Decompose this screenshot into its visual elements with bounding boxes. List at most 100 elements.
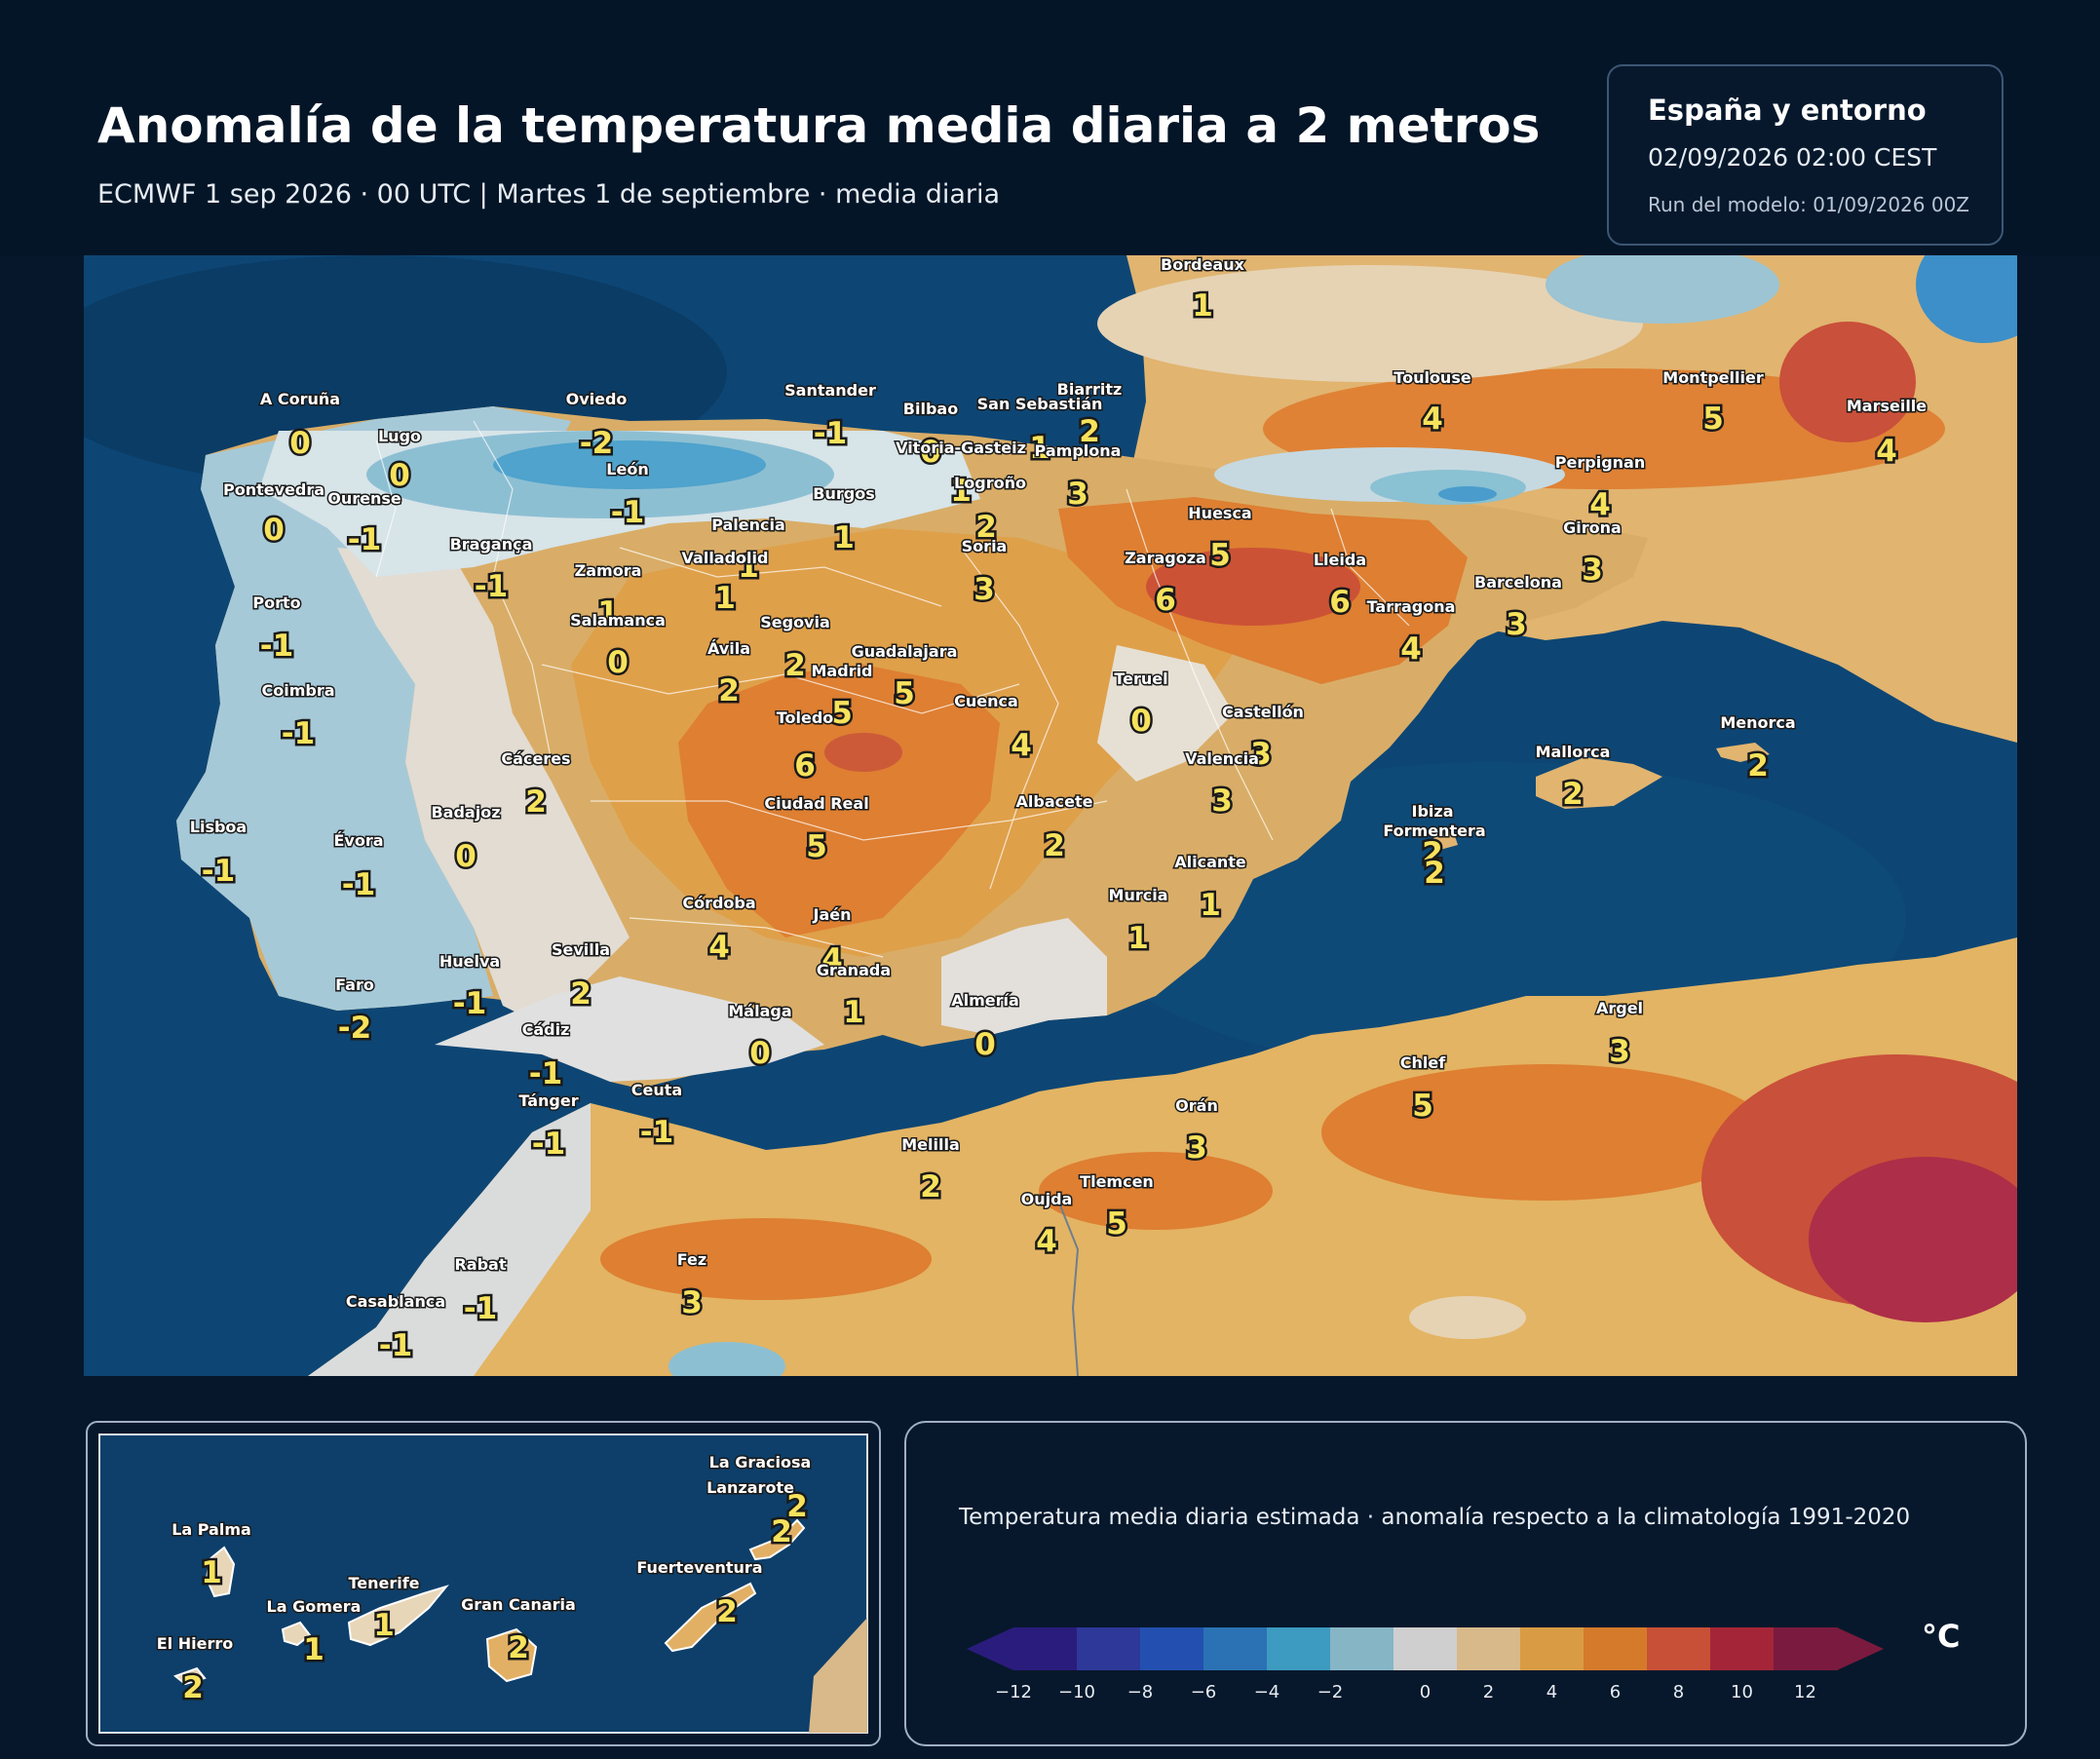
value-label-mallorca: 2 xyxy=(1562,777,1584,812)
island-value-la-palma: 1 xyxy=(201,1555,222,1590)
value-label-tanger: -1 xyxy=(532,1127,565,1162)
city-label-ceuta: Ceuta xyxy=(631,1081,682,1099)
value-label-barcelona: 3 xyxy=(1506,607,1527,642)
city-label-teruel: Teruel xyxy=(1114,669,1167,688)
city-label-porto: Porto xyxy=(252,593,300,612)
city-label-toledo: Toledo xyxy=(777,708,834,727)
value-label-girona: 3 xyxy=(1582,553,1603,588)
value-label-a-coruna: 0 xyxy=(289,426,311,461)
colorbar-tick-label: 12 xyxy=(1794,1682,1816,1702)
city-label-faro: Faro xyxy=(335,975,374,994)
value-label-montpellier: 5 xyxy=(1702,402,1724,437)
algeria-hottest xyxy=(1809,1157,2017,1322)
value-label-cuenca: 4 xyxy=(1011,728,1032,763)
value-label-salamanca: 0 xyxy=(607,645,629,680)
value-label-vitoria: 1 xyxy=(950,474,972,509)
tlemcen-warm xyxy=(1039,1152,1273,1230)
city-label-barcelona: Barcelona xyxy=(1474,573,1562,592)
value-label-leon: -1 xyxy=(611,495,644,530)
value-label-menorca: 2 xyxy=(1747,748,1769,784)
colorbar-bin xyxy=(1013,1627,1078,1670)
city-label-lisboa: Lisboa xyxy=(190,818,247,836)
menorca-land xyxy=(1716,743,1770,762)
france-hot-spot xyxy=(1779,322,1916,442)
alps-cool xyxy=(1916,255,2017,343)
colorbar-bin xyxy=(1457,1627,1521,1670)
value-label-formentera: 2 xyxy=(1424,856,1445,891)
city-label-badajoz: Badajoz xyxy=(431,803,500,822)
city-label-toulouse: Toulouse xyxy=(1394,368,1471,387)
city-label-braganca: Bragança xyxy=(450,535,533,554)
island-label-la-gomera: La Gomera xyxy=(267,1597,362,1616)
value-label-chlef: 5 xyxy=(1412,1089,1433,1124)
value-label-santander: -1 xyxy=(814,416,847,451)
city-label-bilbao: Bilbao xyxy=(903,400,958,418)
city-label-malaga: Málaga xyxy=(728,1002,791,1020)
value-label-lugo: 0 xyxy=(389,458,410,493)
city-label-oujda: Oujda xyxy=(1021,1190,1073,1208)
city-label-cordoba: Córdoba xyxy=(682,894,755,912)
value-label-marseille: 4 xyxy=(1876,434,1897,469)
main-map[interactable]: Bordeaux 1 Toulouse 4 Montpellier 5 Mars… xyxy=(84,255,2017,1376)
teruel-neutral xyxy=(1097,645,1234,782)
city-label-avila: Ávila xyxy=(707,639,750,658)
canary-islands-inset[interactable]: La Graciosa 2 Lanzarote 2 La Palma 1 Ten… xyxy=(86,1421,881,1746)
city-label-valencia: Valencia xyxy=(1185,749,1259,768)
africa-coast xyxy=(809,1618,867,1733)
legend-caption: Temperatura media diaria estimada · anom… xyxy=(959,1505,1911,1530)
city-label-jaen: Jaén xyxy=(813,905,852,924)
city-label-granada: Granada xyxy=(817,961,891,979)
city-label-a-coruna: A Coruña xyxy=(260,390,340,408)
island-value-la-graciosa: 2 xyxy=(786,1489,808,1524)
value-label-rabat: -1 xyxy=(464,1291,497,1326)
colorbar-tick-label: −6 xyxy=(1191,1682,1217,1702)
value-label-oujda: 4 xyxy=(1036,1224,1057,1259)
west-neutral xyxy=(337,548,630,1025)
city-label-ourense: Ourense xyxy=(327,489,401,508)
central-hot xyxy=(678,665,1000,937)
island-label-lanzarote: Lanzarote xyxy=(706,1478,794,1497)
city-label-marseille: Marseille xyxy=(1847,397,1927,415)
island-value-lanzarote: 2 xyxy=(771,1514,792,1549)
island-value-tenerife: 1 xyxy=(373,1608,395,1643)
morocco-coast-neutral xyxy=(308,1103,591,1376)
portugal-cool xyxy=(176,406,571,1011)
model-run: Run del modelo: 01/09/2026 00Z xyxy=(1648,193,1970,216)
atlas-cool xyxy=(668,1342,785,1376)
colorbar-tick-label: −2 xyxy=(1317,1682,1344,1702)
morocco-warm xyxy=(600,1218,932,1300)
colorbar-bin xyxy=(1140,1627,1204,1670)
value-label-tlemcen: 5 xyxy=(1106,1206,1127,1242)
value-label-zamora: 1 xyxy=(597,595,619,631)
colorbar-tick-label: 4 xyxy=(1546,1682,1557,1702)
value-label-valladolid: 1 xyxy=(714,581,736,616)
city-label-leon: León xyxy=(606,460,648,478)
city-label-logrono: Logroño xyxy=(954,474,1026,492)
france-neutral xyxy=(1097,265,1643,382)
island-value-la-gomera: 1 xyxy=(303,1632,325,1667)
value-label-cadiz: -1 xyxy=(529,1056,562,1091)
city-label-almeria: Almería xyxy=(951,991,1019,1010)
colorbar-tick-label: 0 xyxy=(1420,1682,1431,1702)
city-label-zamora: Zamora xyxy=(575,561,642,580)
value-label-avila: 2 xyxy=(718,673,740,708)
legend-panel: Temperatura media diaria estimada · anom… xyxy=(904,1421,2027,1746)
city-label-guadalajara: Guadalajara xyxy=(852,642,958,661)
el-hierro-island xyxy=(172,1666,207,1686)
city-label-mallorca: Mallorca xyxy=(1536,743,1611,761)
city-label-cuenca: Cuenca xyxy=(954,692,1018,710)
island-label-tenerife: Tenerife xyxy=(348,1574,419,1592)
colorbar-tick-label: −12 xyxy=(995,1682,1032,1702)
inland-neutral xyxy=(1409,1296,1526,1339)
value-label-alicante: 1 xyxy=(1200,888,1221,923)
city-label-girona: Girona xyxy=(1563,518,1622,537)
city-label-chlef: Chlef xyxy=(1400,1053,1446,1072)
value-label-pamplona: 3 xyxy=(1067,477,1088,512)
value-label-san-sebastian: 1 xyxy=(1029,431,1050,466)
value-label-huelva: -1 xyxy=(453,986,486,1021)
city-label-zaragoza: Zaragoza xyxy=(1125,549,1206,567)
value-label-oran: 3 xyxy=(1186,1130,1207,1166)
city-label-huelva: Huelva xyxy=(439,952,500,971)
value-label-valencia: 3 xyxy=(1211,784,1233,819)
city-label-formentera: Formentera xyxy=(1383,822,1485,840)
